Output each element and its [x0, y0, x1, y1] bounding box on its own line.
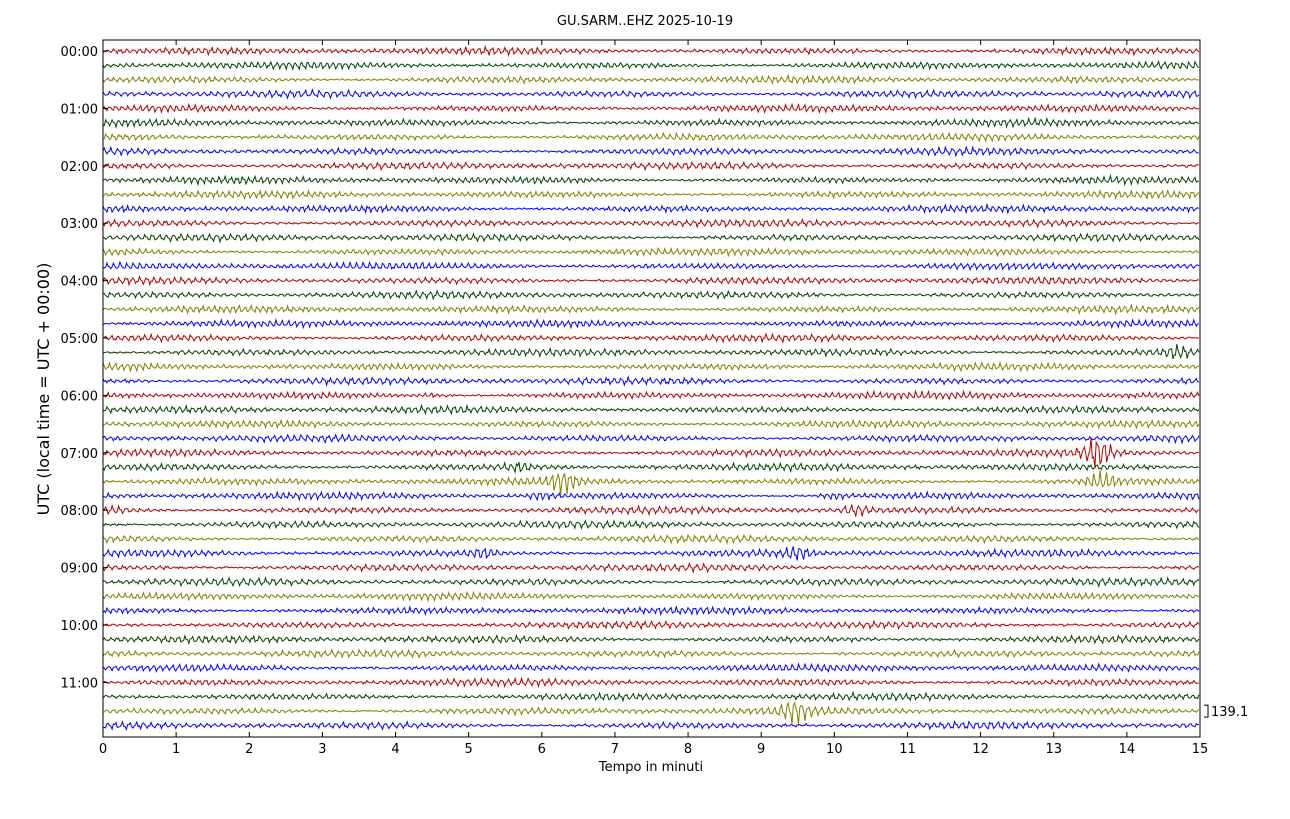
- y-tick-label: 05:00: [61, 332, 98, 347]
- y-tick-label: 04:00: [61, 275, 98, 290]
- trace-line: [102, 648, 1200, 659]
- trace-line: [102, 246, 1199, 258]
- trace-line: [102, 232, 1200, 244]
- trace-line: [102, 102, 1200, 115]
- scale-bar-mark: [1204, 704, 1209, 718]
- x-tick-label: 4: [391, 742, 399, 757]
- x-tick-label: 2: [245, 742, 253, 757]
- x-tick-label: 5: [465, 742, 473, 757]
- trace-line: [102, 690, 1200, 703]
- trace-line: [102, 202, 1200, 215]
- x-tick-label: 1: [172, 742, 180, 757]
- x-tick-label: 14: [1119, 742, 1136, 757]
- x-tick-label: 7: [611, 742, 619, 757]
- x-axis-ticks: 0 1 2 3 4 5 6 7 8 9 10 11 12 13 14 15: [99, 40, 1208, 757]
- trace-line: [102, 438, 1200, 468]
- trace-line: [102, 375, 1199, 388]
- trace-line: [102, 275, 1200, 287]
- trace-line: [102, 403, 1200, 416]
- trace-line: [102, 605, 1200, 617]
- trace-line: [102, 87, 1200, 100]
- trace-line: [102, 590, 1200, 603]
- x-tick-label: 8: [684, 742, 692, 757]
- trace-line: [102, 418, 1200, 430]
- y-tick-label: 09:00: [61, 562, 98, 577]
- trace-line: [102, 145, 1199, 158]
- trace-line: [102, 160, 1200, 172]
- y-axis-label: UTC (local time = UTC + 00:00): [34, 263, 53, 516]
- y-tick-label: 00:00: [61, 45, 98, 60]
- x-tick-label: 10: [826, 742, 843, 757]
- trace-line: [102, 303, 1200, 316]
- trace-line: [102, 344, 1200, 360]
- trace-line: [102, 389, 1200, 402]
- trace-line: [102, 217, 1199, 229]
- trace-line: [102, 633, 1200, 645]
- x-tick-label: 0: [99, 742, 107, 757]
- y-tick-label: 10:00: [61, 619, 98, 634]
- trace-line: [102, 44, 1200, 57]
- x-tick-label: 12: [972, 742, 989, 757]
- plot-frame: [102, 39, 1201, 738]
- x-tick-label: 6: [538, 742, 546, 757]
- trace-line: [102, 260, 1200, 272]
- y-tick-label: 03:00: [61, 217, 98, 232]
- x-tick-label: 13: [1045, 742, 1062, 757]
- trace-line: [102, 490, 1200, 502]
- trace-line: [102, 720, 1200, 731]
- y-tick-label: 01:00: [61, 102, 98, 117]
- trace-line: [102, 131, 1200, 143]
- y-tick-label: 08:00: [61, 504, 98, 519]
- trace-line: [102, 360, 1199, 373]
- trace-line: [102, 519, 1200, 530]
- trace-line: [102, 59, 1200, 72]
- trace-line: [102, 546, 1200, 561]
- trace-line: [102, 561, 1200, 574]
- y-tick-label: 11:00: [61, 676, 98, 691]
- chart-title: GU.SARM..EHZ 2025-10-19: [557, 14, 733, 29]
- x-axis-label: Tempo in minuti: [598, 760, 703, 775]
- trace-line: [102, 318, 1200, 330]
- trace-line: [102, 662, 1200, 673]
- y-axis-ticks: 00:00 01:00 02:00 03:00 04:00 05:00 06:00 07:00…: [61, 45, 108, 691]
- y-tick-label: 02:00: [61, 160, 98, 175]
- trace-line: [102, 433, 1200, 445]
- trace-line: [102, 701, 1200, 725]
- x-tick-label: 15: [1192, 742, 1209, 757]
- x-tick-label: 11: [899, 742, 916, 757]
- scale-bar-label: 139.1: [1211, 705, 1248, 720]
- trace-line: [102, 173, 1199, 187]
- seismic-traces: [102, 44, 1200, 731]
- trace-line: [102, 503, 1200, 517]
- y-tick-label: 06:00: [61, 389, 98, 404]
- trace-line: [102, 576, 1200, 589]
- x-tick-label: 9: [757, 742, 765, 757]
- trace-line: [102, 289, 1200, 301]
- trace-line: [102, 332, 1200, 344]
- trace-line: [102, 676, 1199, 689]
- x-tick-label: 3: [318, 742, 326, 757]
- trace-line: [102, 619, 1200, 631]
- trace-line: [102, 73, 1199, 85]
- trace-line: [102, 189, 1200, 201]
- scale-bar: 139.1: [1204, 704, 1248, 720]
- y-tick-label: 07:00: [61, 447, 98, 462]
- trace-line: [102, 116, 1200, 130]
- trace-line: [102, 533, 1200, 545]
- trace-line: [102, 460, 1200, 474]
- trace-line: [102, 470, 1200, 496]
